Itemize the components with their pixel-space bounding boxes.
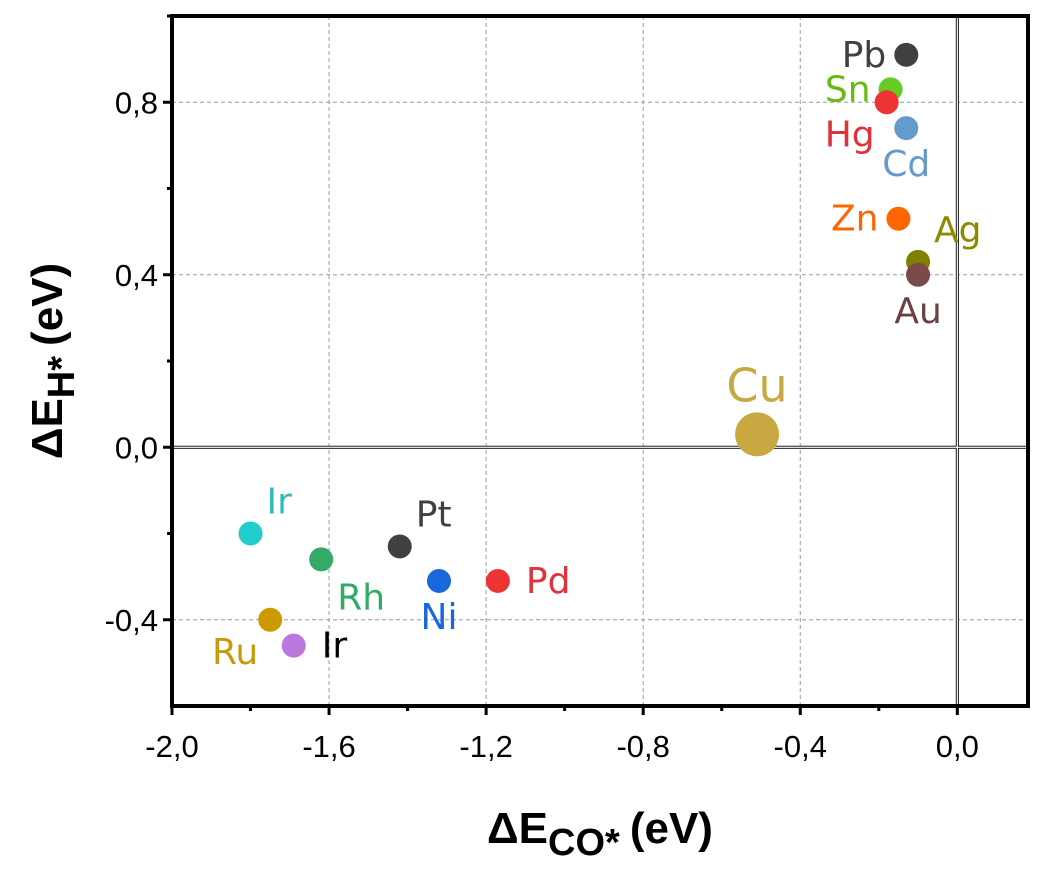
point-label-au: Au [894,291,941,332]
x-tick-label: -0,4 [774,729,827,764]
data-point-cd [894,116,919,141]
point-label-pt: Pt [416,494,452,535]
point-label-cu: Cu [726,358,787,412]
grid-lines [171,16,1028,706]
data-point-zn [886,206,911,231]
x-tick-label: -2,0 [145,729,198,764]
y-axis-title-unit: (eV) [23,263,72,346]
point-label-ir: Ir [322,626,348,667]
data-point-ru [258,607,283,632]
point-label-ru: Ru [212,632,258,673]
data-point-ni [427,568,452,593]
point-label-pb: Pb [842,35,887,76]
point-label-rh: Rh [337,577,385,618]
x-axis-title-unit: (eV) [630,804,713,853]
y-tick-label: 0,4 [115,258,158,293]
data-point-cu [735,412,780,457]
y-axis-title-main: ΔE [23,398,72,459]
y-tick-labels: -0,4 0,0 0,4 0,8 [105,85,158,638]
data-point-pd [485,568,510,593]
reference-lines [172,16,1028,706]
x-axis-title-main: ΔE [487,804,548,853]
data-point-ir [238,521,263,546]
point-label-cd: Cd [882,144,930,185]
y-tick-label: 0,0 [115,430,158,465]
point-label-ir: Ir [267,482,293,523]
point-label-sn: Sn [825,69,871,110]
x-axis-title-sub: CO* [548,822,620,864]
x-tick-label: -1,6 [302,729,355,764]
data-point-ir [281,633,306,658]
x-tick-label: -0,8 [616,729,669,764]
point-label-pd: Pd [526,561,571,602]
data-point-pt [387,534,412,559]
x-tick-label: 0,0 [936,729,979,764]
x-tick-labels: -2,0 -1,6 -1,2 -0,8 -0,4 0,0 [145,729,979,764]
x-tick-label: -1,2 [459,729,512,764]
y-tick-label: 0,8 [115,85,158,120]
point-label-ni: Ni [421,597,458,638]
y-axis-title: ΔEH* (eV) [23,263,83,459]
y-tick-label: -0,4 [105,603,158,638]
point-label-zn: Zn [831,199,878,240]
data-point-rh [309,547,334,572]
data-points [238,42,931,658]
point-label-hg: Hg [825,114,875,155]
point-label-ag: Ag [934,210,981,251]
y-axis-title-sub: H* [41,356,83,398]
data-point-pb [894,42,919,67]
axis-ticks [163,14,959,715]
x-axis-title: ΔECO* (eV) [487,804,713,864]
data-point-au [906,262,931,287]
data-point-hg [874,90,899,115]
